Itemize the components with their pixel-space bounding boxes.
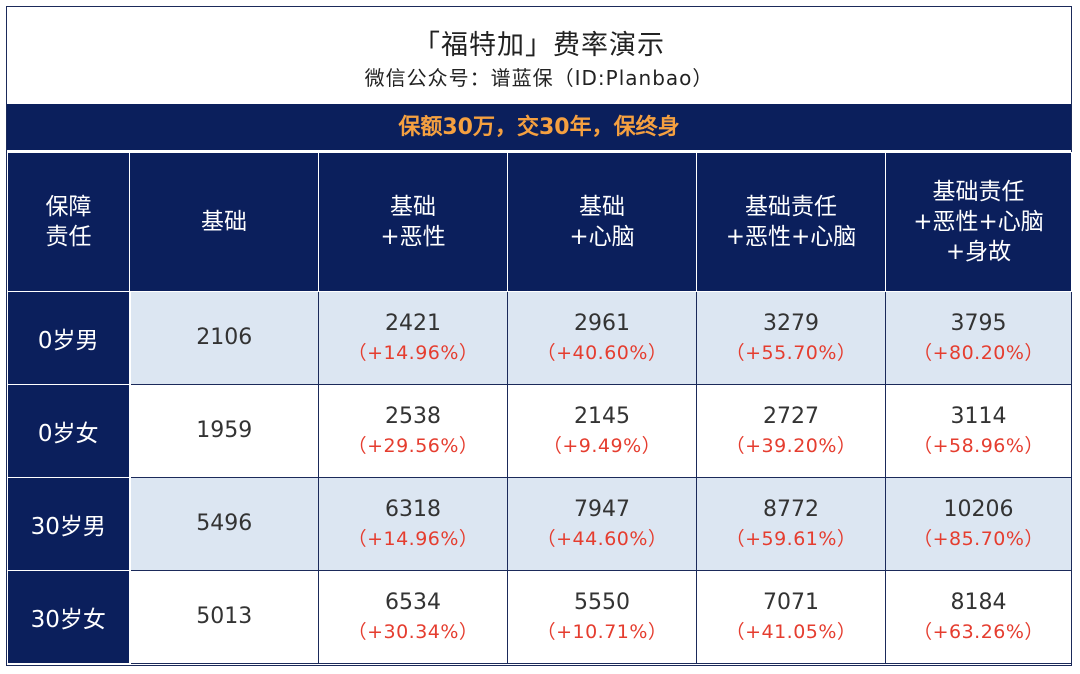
increase-percent: （+80.20%） [913, 342, 1044, 364]
premium-value: 6318 [385, 497, 441, 522]
increase-percent: （+10.71%） [536, 621, 668, 643]
premium-value: 10206 [943, 497, 1014, 522]
premium-value: 7947 [574, 497, 630, 522]
header-line: 基础责任 [932, 179, 1025, 205]
premium-cell: 7947 （+44.60%） [507, 477, 697, 571]
premium-cell: 3114 （+58.96%） [885, 384, 1072, 478]
premium-value: 1959 [196, 418, 253, 443]
increase-percent: （+44.60%） [536, 528, 668, 550]
premium-value: 2727 [763, 404, 819, 429]
header-cell-basic: 基础 [129, 152, 319, 292]
premium-value: 3279 [763, 311, 819, 336]
increase-percent: （+39.20%） [725, 435, 857, 457]
base-premium-cell: 5013 [129, 570, 319, 664]
premium-value: 2961 [574, 311, 630, 336]
base-premium-cell: 2106 [129, 291, 319, 385]
premium-cell: 3795 （+80.20%） [885, 291, 1072, 385]
premium-value: 7071 [763, 590, 819, 615]
premium-value: 2145 [574, 404, 630, 429]
premium-cell: 7071 （+41.05%） [696, 570, 886, 664]
premium-value: 8772 [763, 497, 819, 522]
premium-cell: 6318 （+14.96%） [318, 477, 508, 571]
premium-cell: 5550 （+10.71%） [507, 570, 697, 664]
page-subtitle: 微信公众号：谱蓝保（ID:Planbao） [364, 66, 714, 90]
premium-value: 6534 [385, 590, 441, 615]
header-line: +恶性+心脑 [913, 209, 1044, 235]
header-cell-basic-malignant-cardio: 基础责任 +恶性+心脑 [696, 152, 886, 292]
premium-value: 8184 [950, 590, 1007, 615]
header-line: +身故 [945, 239, 1012, 265]
increase-percent: （+29.56%） [347, 435, 479, 457]
premium-value: 5550 [574, 590, 630, 615]
rate-table-card: 「福特加」费率演示 微信公众号：谱蓝保（ID:Planbao） 保额30万，交3… [6, 6, 1072, 666]
premium-cell: 2961 （+40.60%） [507, 291, 697, 385]
header-cell-basic-malignant: 基础 +恶性 [318, 152, 508, 292]
header-line: +恶性+心脑 [725, 224, 857, 250]
base-premium-cell: 1959 [129, 384, 319, 478]
premium-cell: 6534 （+30.34%） [318, 570, 508, 664]
row-label: 30岁男 [7, 477, 131, 571]
premium-cell: 2421 （+14.96%） [318, 291, 508, 385]
premium-cell: 8184 （+63.26%） [885, 570, 1072, 664]
premium-value: 2421 [385, 311, 441, 336]
increase-percent: （+40.60%） [536, 342, 668, 364]
title-block: 「福特加」费率演示 微信公众号：谱蓝保（ID:Planbao） [7, 7, 1071, 103]
table-row: 30岁女 5013 6534 （+30.34%） 5550 （+10.71%） 70… [7, 570, 1072, 664]
row-label: 30岁女 [7, 570, 131, 664]
premium-cell: 2145 （+9.49%） [507, 384, 697, 478]
header-cell-full: 基础责任 +恶性+心脑 +身故 [885, 152, 1072, 292]
header-line: +恶性 [380, 224, 446, 250]
page-title: 「福特加」费率演示 [413, 30, 665, 61]
increase-percent: （+55.70%） [725, 342, 857, 364]
premium-cell: 8772 （+59.61%） [696, 477, 886, 571]
increase-percent: （+85.70%） [913, 528, 1044, 550]
increase-percent: （+58.96%） [913, 435, 1044, 457]
increase-percent: （+9.49%） [542, 435, 662, 457]
increase-percent: （+63.26%） [913, 621, 1044, 643]
premium-value: 2538 [385, 404, 441, 429]
premium-value: 5013 [196, 604, 253, 629]
increase-percent: （+14.96%） [347, 342, 479, 364]
premium-cell: 2727 （+39.20%） [696, 384, 886, 478]
coverage-banner: 保额30万，交30年，保终身 [7, 104, 1071, 152]
premium-value: 5496 [196, 511, 253, 536]
row-label: 0岁男 [7, 291, 131, 385]
header-cell-basic-cardio: 基础 +心脑 [507, 152, 697, 292]
table-row: 0岁男 2106 2421 （+14.96%） 2961 （+40.60%） 327… [7, 291, 1072, 385]
table-row: 0岁女 1959 2538 （+29.56%） 2145 （+9.49%） 2727… [7, 384, 1072, 478]
premium-cell: 2538 （+29.56%） [318, 384, 508, 478]
base-premium-cell: 5496 [129, 477, 319, 571]
header-line: +心脑 [569, 224, 635, 250]
premium-value: 3114 [950, 404, 1007, 429]
header-line: 基础 [201, 209, 247, 235]
rate-table: 保障 责任 基础 基础 +恶性 基础 +心脑 基础责任 +恶性+心脑 基础责任 … [7, 152, 1072, 664]
increase-percent: （+41.05%） [725, 621, 857, 643]
premium-value: 2106 [196, 325, 253, 350]
premium-cell: 10206 （+85.70%） [885, 477, 1072, 571]
header-line: 责任 [45, 224, 92, 250]
header-line: 基础责任 [745, 194, 837, 220]
increase-percent: （+30.34%） [347, 621, 479, 643]
table-header-row: 保障 责任 基础 基础 +恶性 基础 +心脑 基础责任 +恶性+心脑 基础责任 … [7, 152, 1072, 292]
premium-cell: 3279 （+55.70%） [696, 291, 886, 385]
header-line: 基础 [390, 194, 436, 220]
header-line: 保障 [45, 194, 92, 220]
table-row: 30岁男 5496 6318 （+14.96%） 7947 （+44.60%） 87… [7, 477, 1072, 571]
header-line: 基础 [579, 194, 625, 220]
increase-percent: （+59.61%） [725, 528, 857, 550]
row-label: 0岁女 [7, 384, 131, 478]
increase-percent: （+14.96%） [347, 528, 479, 550]
header-cell-coverage: 保障 责任 [7, 152, 130, 292]
premium-value: 3795 [950, 311, 1007, 336]
